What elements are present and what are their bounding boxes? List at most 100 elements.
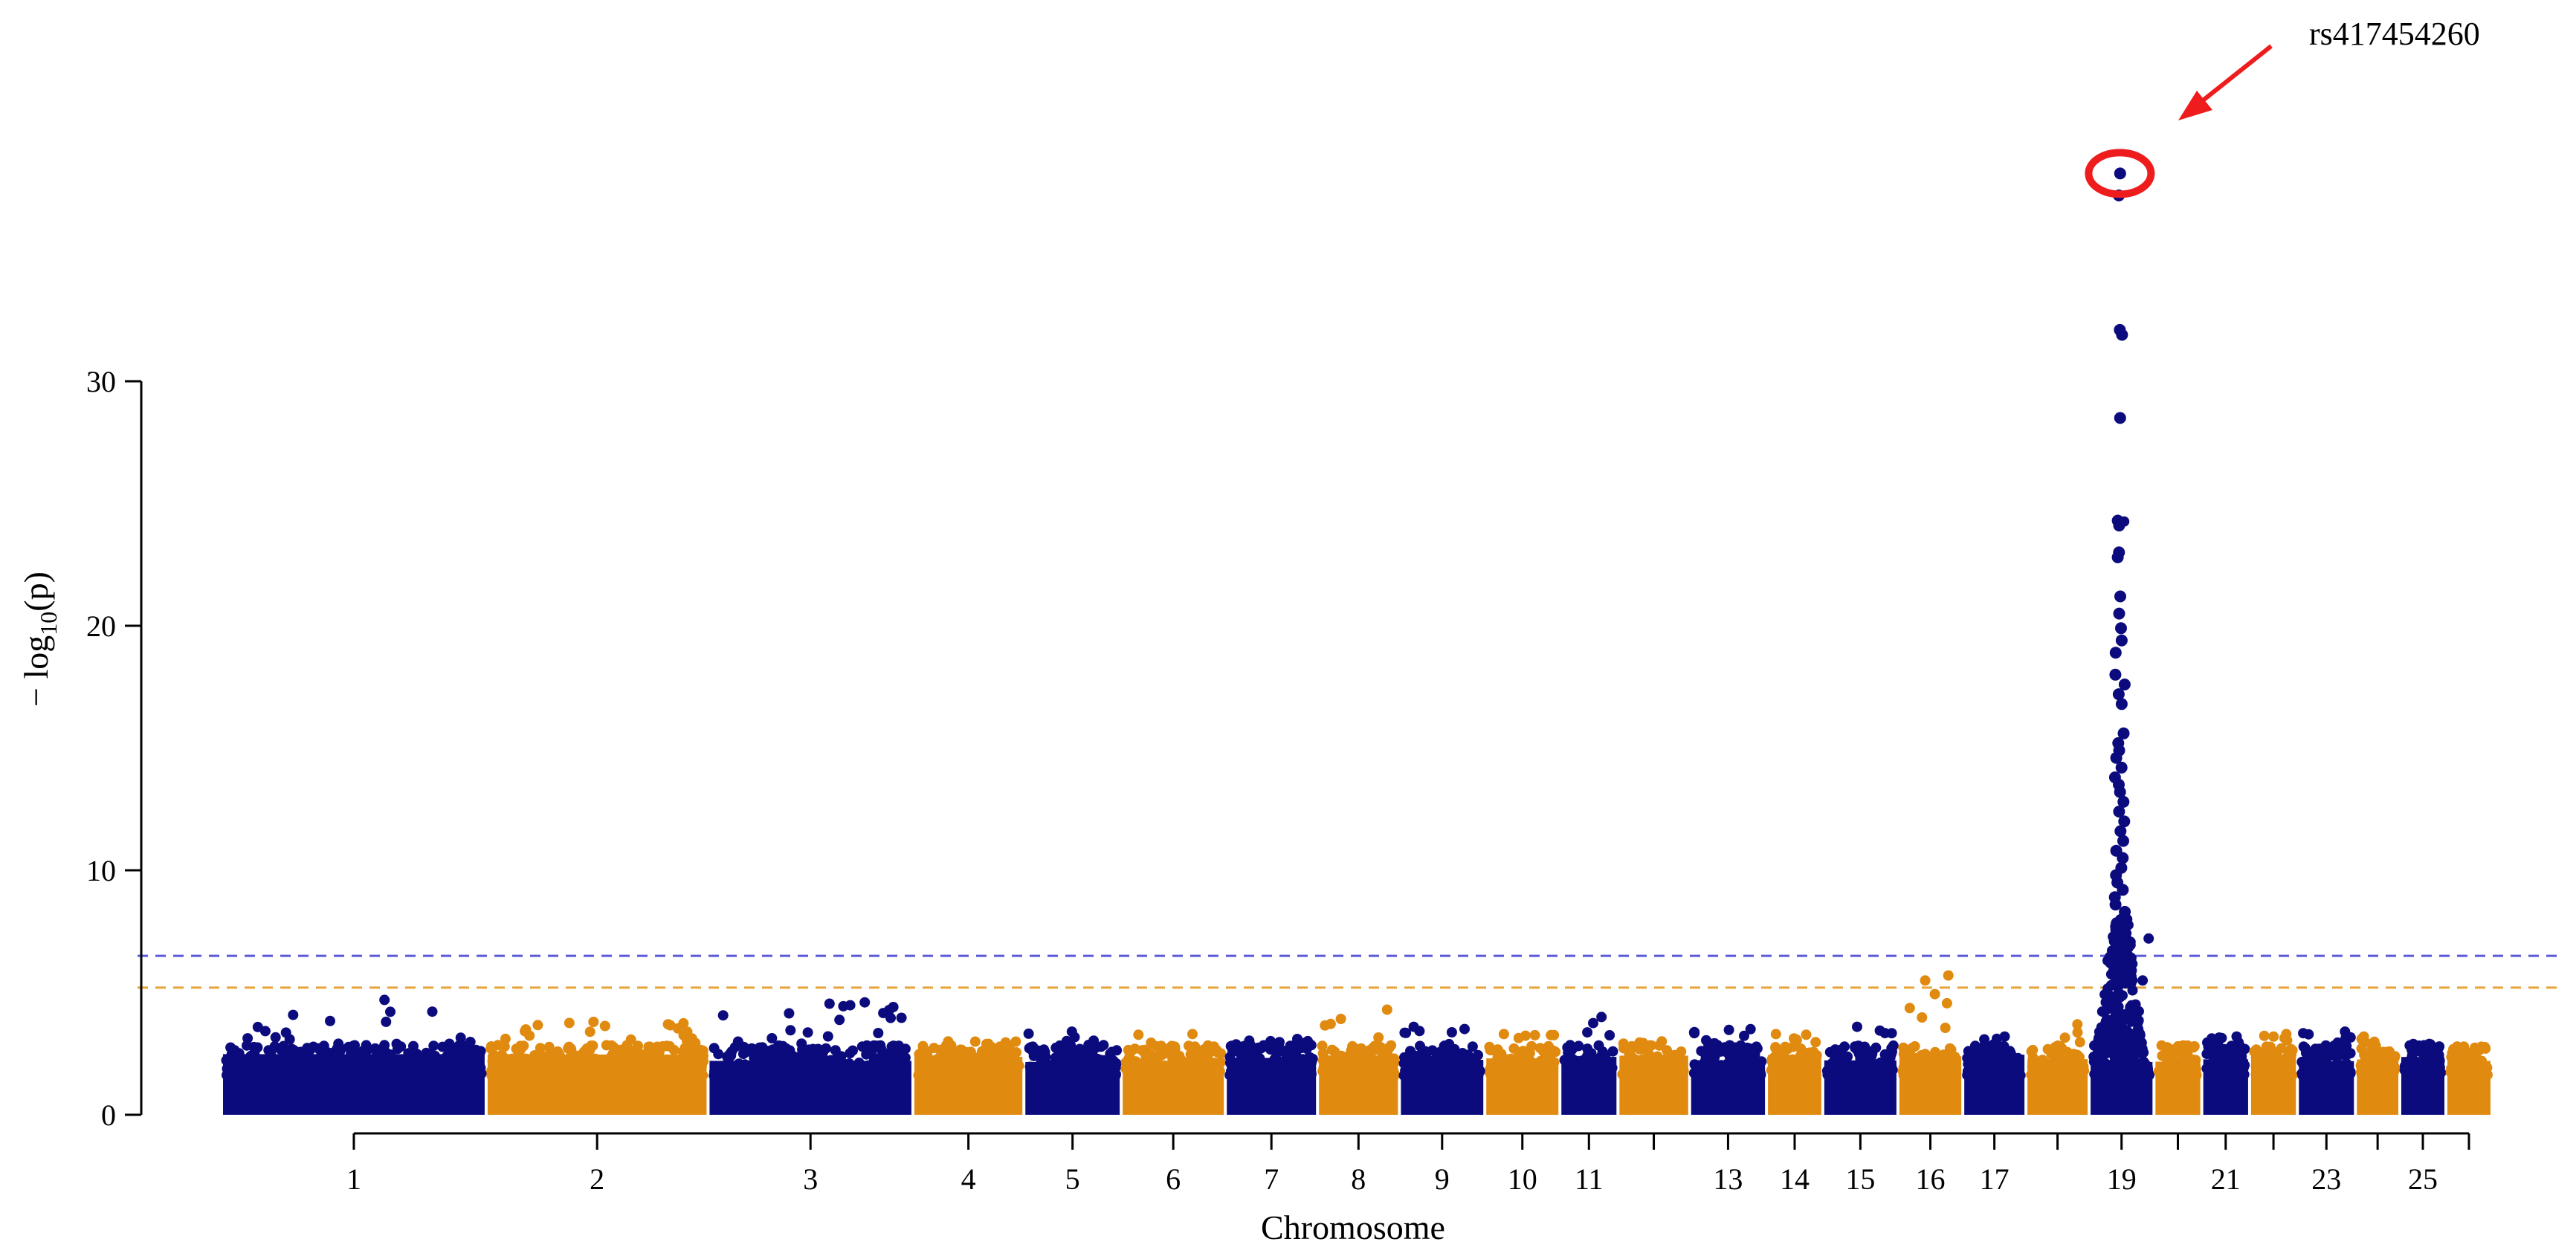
snp-point — [1810, 1037, 1821, 1048]
snp-point — [343, 1041, 354, 1052]
snp-point — [543, 1041, 555, 1052]
snp-point — [723, 1052, 734, 1063]
snp-point — [1467, 1041, 1478, 1052]
snp-point — [773, 1040, 784, 1051]
snp-point — [1593, 1040, 1604, 1051]
chromosome-18-points — [2026, 1019, 2090, 1115]
snp-point — [888, 1002, 899, 1012]
snp-point — [1088, 1035, 1100, 1046]
snp-point — [945, 1061, 956, 1072]
snp-point — [1398, 1058, 1410, 1069]
x-tick-label: 9 — [1435, 1162, 1450, 1196]
snp-point — [385, 1006, 396, 1017]
snp-point — [1538, 1064, 1549, 1075]
snp-point — [2039, 1058, 2050, 1069]
snp-point — [1875, 1057, 1886, 1068]
snp-point — [838, 1058, 849, 1069]
snp-point — [1723, 1024, 1734, 1035]
snp-point — [1934, 1063, 1946, 1074]
x-tick-label: 8 — [1351, 1162, 1366, 1196]
snp-point — [427, 1006, 438, 1017]
snp-point — [995, 1041, 1005, 1052]
snp-point — [1607, 1046, 1618, 1057]
snp-point — [2315, 1056, 2326, 1067]
snp-point — [1415, 1040, 1425, 1052]
snp-point — [587, 1070, 598, 1081]
snp-point — [1153, 1061, 1164, 1072]
snp-point — [2399, 1061, 2410, 1072]
snp-point — [914, 1068, 926, 1079]
snp-point — [2115, 698, 2128, 710]
snp-point — [1189, 1041, 1201, 1052]
snp-point — [2114, 167, 2126, 180]
chromosome-16-points — [1897, 970, 1962, 1115]
snp-point — [1369, 1040, 1381, 1052]
snp-point — [1724, 1050, 1735, 1061]
snp-point — [964, 1058, 975, 1069]
snp-point — [1484, 1041, 1495, 1052]
snp-point — [678, 1029, 689, 1040]
snp-point — [1669, 1051, 1680, 1062]
snp-point — [1601, 1063, 1612, 1074]
snp-point — [1946, 1044, 1957, 1055]
snp-point — [1833, 1066, 1844, 1078]
snp-point — [1940, 1023, 1951, 1033]
snp-point — [402, 1069, 413, 1080]
snp-point — [2310, 1047, 2321, 1058]
chromosome-24-points — [2355, 1031, 2401, 1115]
snp-point — [1831, 1054, 1842, 1065]
x-tick-label: 21 — [2211, 1162, 2241, 1196]
snp-point — [2306, 1069, 2317, 1080]
snp-point — [1441, 1052, 1452, 1063]
snp-point — [395, 1057, 406, 1068]
snp-point — [2276, 1069, 2288, 1080]
snp-point — [874, 1055, 885, 1066]
snp-point — [834, 1014, 845, 1026]
snp-point — [2259, 1030, 2270, 1041]
snp-point — [529, 1050, 540, 1061]
snp-point — [535, 1043, 546, 1054]
snp-point — [2089, 1069, 2100, 1080]
snp-point — [1745, 1023, 1756, 1035]
snp-point — [1155, 1046, 1166, 1058]
chromosome-3-points — [708, 997, 911, 1115]
snp-point — [2201, 1049, 2212, 1060]
snp-point — [475, 1046, 486, 1057]
snp-point — [1320, 1020, 1331, 1031]
snp-point — [1860, 1068, 1870, 1079]
snp-point — [555, 1059, 566, 1070]
snp-point — [2212, 1046, 2223, 1058]
snp-point — [1051, 1069, 1062, 1081]
snp-point — [2112, 688, 2125, 701]
snp-point — [1709, 1046, 1720, 1057]
snp-point — [2001, 1070, 2012, 1081]
snp-point — [1721, 1062, 1732, 1073]
snp-point — [1801, 1068, 1812, 1078]
snp-point — [1898, 1042, 1909, 1053]
snp-point — [225, 1042, 236, 1053]
snp-point — [1066, 1026, 1077, 1038]
snp-point — [524, 1030, 535, 1041]
snp-point — [2284, 1055, 2295, 1066]
snp-point — [2071, 1066, 2082, 1077]
snp-point — [986, 1041, 997, 1052]
snp-point — [587, 1040, 598, 1051]
snp-point — [2262, 1062, 2273, 1073]
snp-point — [1788, 1058, 1799, 1069]
snp-point — [764, 1066, 775, 1077]
chromosome-23-points — [2296, 1026, 2356, 1115]
y-axis: 0 10 20 30 — [86, 365, 143, 1132]
snp-point — [1274, 1037, 1285, 1048]
snp-point — [1708, 1055, 1719, 1066]
snp-point — [2100, 997, 2111, 1008]
snp-point — [1335, 1014, 1346, 1024]
snp-point — [2041, 1070, 2052, 1081]
snp-point — [2402, 1070, 2413, 1081]
snp-point — [1355, 1043, 1366, 1054]
snp-point — [1650, 1055, 1661, 1066]
snp-point — [1124, 1063, 1135, 1073]
snp-point — [1689, 1026, 1700, 1038]
snp-point — [739, 1065, 750, 1076]
snp-point — [2130, 1046, 2140, 1058]
snp-point — [1736, 1048, 1747, 1059]
